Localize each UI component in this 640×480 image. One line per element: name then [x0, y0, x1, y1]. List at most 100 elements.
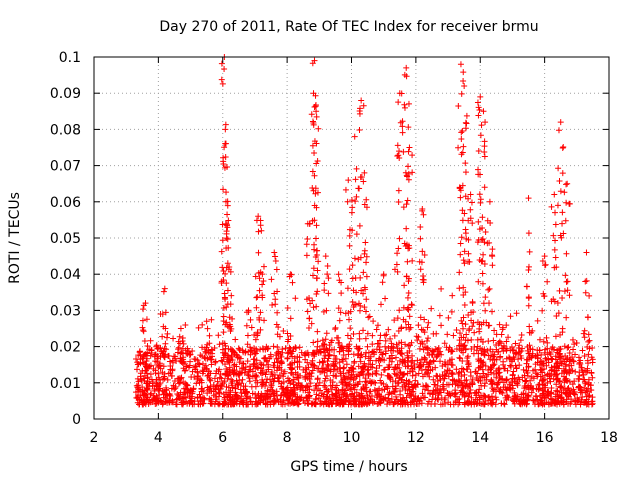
data-point	[543, 391, 550, 398]
data-point	[525, 295, 532, 302]
data-point	[216, 374, 223, 381]
data-point	[394, 372, 401, 379]
data-point	[382, 337, 389, 344]
data-point	[159, 400, 166, 407]
data-point	[355, 363, 362, 370]
data-point	[271, 390, 278, 397]
data-point	[442, 358, 449, 365]
data-point	[466, 325, 473, 332]
data-point	[323, 330, 330, 337]
y-tick-label: 0.08	[50, 122, 81, 138]
data-point	[150, 392, 157, 399]
data-point	[390, 388, 397, 395]
data-point	[526, 248, 533, 255]
data-point	[564, 287, 571, 294]
data-point	[382, 295, 389, 302]
data-point	[200, 387, 207, 394]
data-point	[526, 329, 533, 336]
data-point	[306, 220, 313, 227]
data-point	[523, 283, 530, 290]
data-point	[380, 271, 387, 278]
data-point	[187, 389, 194, 396]
data-point	[405, 278, 412, 285]
data-point	[318, 365, 325, 372]
data-point	[257, 309, 264, 316]
data-point	[349, 262, 356, 269]
data-point	[462, 160, 469, 167]
data-point	[392, 399, 399, 406]
data-point	[139, 324, 146, 331]
data-point	[143, 316, 150, 323]
data-point	[405, 289, 412, 296]
data-point	[325, 388, 332, 395]
data-point	[215, 401, 222, 408]
data-point	[247, 316, 254, 323]
data-point	[363, 296, 370, 303]
data-point	[177, 325, 184, 332]
data-point	[543, 334, 550, 341]
data-point	[356, 330, 363, 337]
y-tick-label: 0.01	[50, 376, 81, 392]
data-point	[257, 222, 264, 229]
data-point	[481, 148, 488, 155]
data-point	[403, 201, 410, 208]
data-point	[331, 352, 338, 359]
data-point	[505, 334, 512, 341]
data-point	[387, 374, 394, 381]
data-point	[347, 335, 354, 342]
data-point	[280, 373, 287, 380]
data-point	[580, 330, 587, 337]
data-point	[402, 341, 409, 348]
data-point	[539, 258, 546, 265]
data-point	[184, 345, 191, 352]
data-point	[177, 340, 184, 347]
data-point	[520, 394, 527, 401]
data-point	[254, 293, 261, 300]
data-point	[313, 303, 320, 310]
data-point	[381, 386, 388, 393]
data-point	[523, 367, 530, 374]
data-point	[161, 285, 168, 292]
data-point	[445, 373, 452, 380]
data-point	[477, 345, 484, 352]
data-point	[141, 337, 148, 344]
data-point	[462, 289, 469, 296]
data-point	[162, 340, 169, 347]
data-point	[325, 290, 332, 297]
data-point	[160, 352, 167, 359]
data-point	[424, 324, 431, 331]
data-point	[245, 368, 252, 375]
chart-title: Day 270 of 2011, Rate Of TEC Index for r…	[159, 19, 538, 35]
data-point	[309, 168, 316, 175]
data-point	[247, 344, 254, 351]
data-point	[312, 253, 319, 260]
data-point	[225, 217, 232, 224]
data-point	[336, 277, 343, 284]
data-point	[446, 367, 453, 374]
data-point	[480, 370, 487, 377]
data-point	[363, 204, 370, 211]
data-point	[174, 395, 181, 402]
data-point	[477, 199, 484, 206]
data-point	[360, 327, 367, 334]
data-point	[144, 342, 151, 349]
data-point	[559, 144, 566, 151]
data-point	[150, 365, 157, 372]
data-point	[434, 390, 441, 397]
data-point	[503, 322, 510, 329]
data-point	[357, 354, 364, 361]
data-point	[372, 370, 379, 377]
data-point	[403, 380, 410, 387]
data-point	[574, 395, 581, 402]
data-point	[577, 386, 584, 393]
data-point	[363, 253, 370, 260]
data-point	[346, 398, 353, 405]
data-point	[251, 350, 258, 357]
data-point	[259, 281, 266, 288]
data-point	[326, 351, 333, 358]
data-point	[441, 375, 448, 382]
data-point	[224, 236, 231, 243]
data-point	[314, 157, 321, 164]
data-point	[191, 364, 198, 371]
data-point	[276, 372, 283, 379]
